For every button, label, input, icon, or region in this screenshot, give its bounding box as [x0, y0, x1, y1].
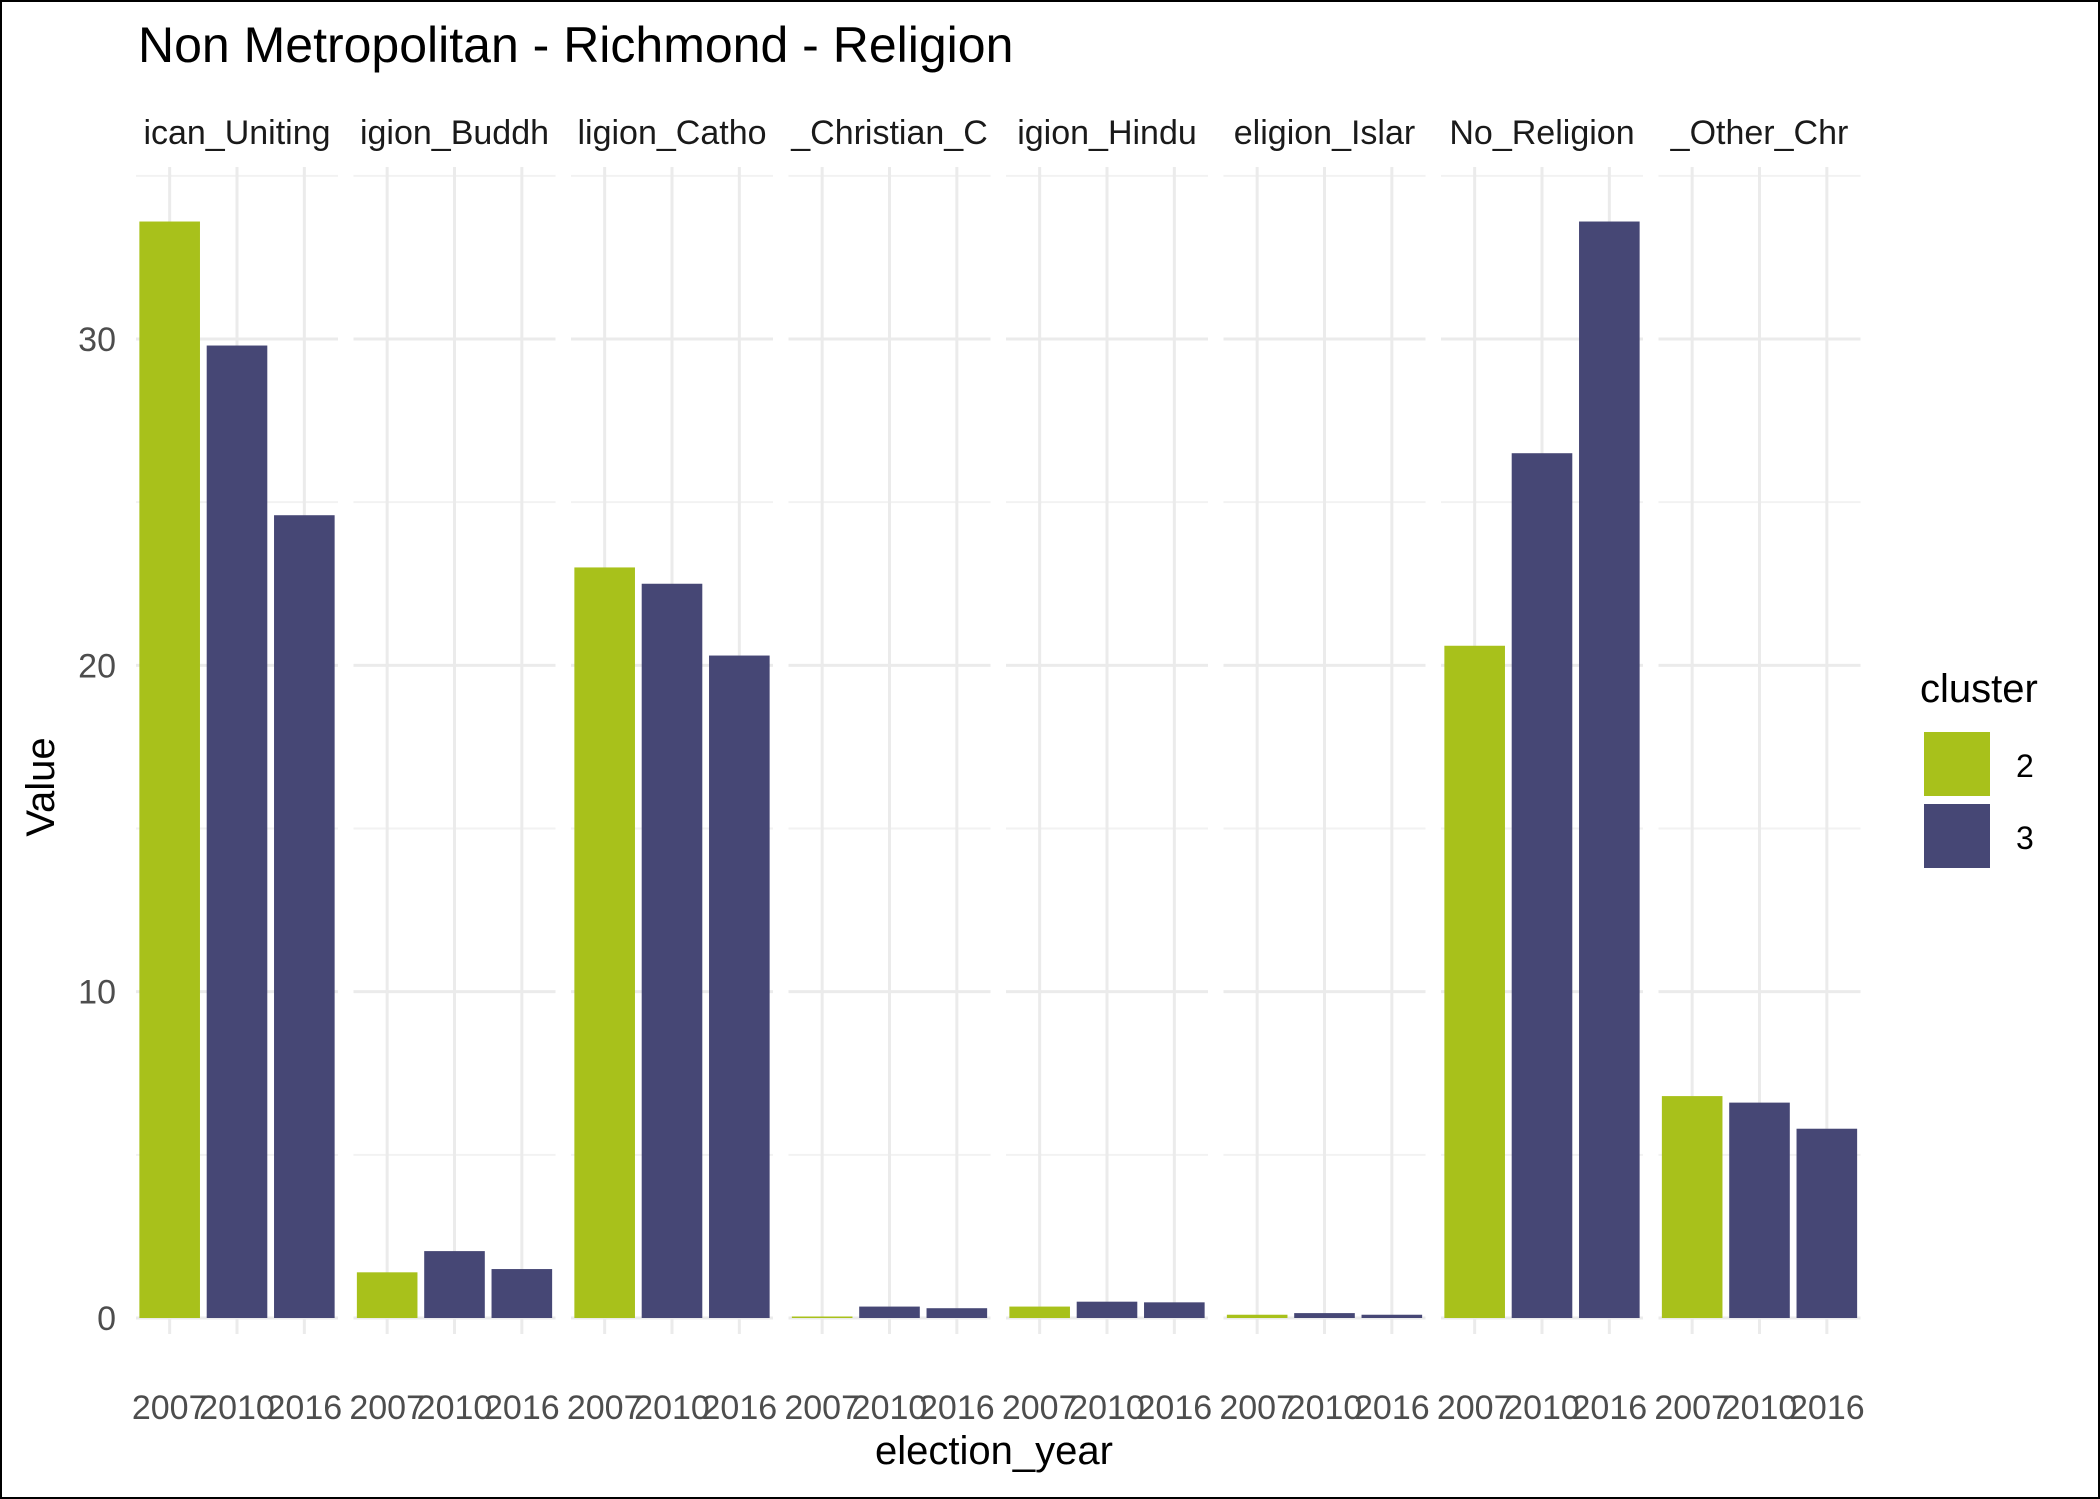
x-tick-label: 2010	[1722, 1389, 1798, 1427]
bar	[859, 1307, 920, 1318]
bar	[424, 1251, 485, 1318]
bar	[1009, 1307, 1070, 1318]
bar	[274, 515, 335, 1318]
bar	[1444, 646, 1505, 1318]
x-tick-label: 2010	[634, 1389, 710, 1427]
legend-label-cluster-2: 2	[2016, 748, 2034, 784]
bar	[1077, 1302, 1138, 1318]
bar	[1729, 1103, 1790, 1318]
x-tick-label: 2010	[417, 1389, 493, 1427]
x-tick-label: 2007	[1002, 1389, 1078, 1427]
y-tick-label: 10	[78, 974, 116, 1012]
y-axis-title: Value	[19, 737, 63, 836]
x-tick-label: 2010	[1069, 1389, 1145, 1427]
bar	[1144, 1302, 1205, 1318]
bar	[207, 346, 268, 1318]
x-tick-label: 2016	[1137, 1389, 1213, 1427]
chart-title: Non Metropolitan - Richmond - Religion	[138, 17, 1013, 73]
facet-strip-label: eligion_Islar	[1234, 114, 1415, 152]
x-tick-label: 2007	[1654, 1389, 1730, 1427]
facet-strip-label: _Christian_C	[790, 114, 988, 152]
facet-strip-label: No_Religion	[1449, 114, 1634, 152]
bar	[357, 1272, 418, 1318]
bar	[1227, 1315, 1288, 1318]
x-tick-label: 2016	[1354, 1389, 1430, 1427]
x-tick-label: 2007	[784, 1389, 860, 1427]
legend: cluster 2 3	[1920, 667, 2038, 868]
bar	[1294, 1313, 1355, 1318]
x-tick-label: 2010	[1287, 1389, 1363, 1427]
x-tick-label: 2007	[349, 1389, 425, 1427]
facet-strip-label: ican_Uniting	[143, 114, 330, 152]
legend-key-cluster-3	[1924, 804, 1990, 868]
bar	[1662, 1096, 1723, 1318]
bar	[709, 656, 770, 1318]
y-tick-label: 20	[78, 647, 116, 685]
bar	[1797, 1129, 1858, 1318]
x-tick-label: 2007	[567, 1389, 643, 1427]
x-tick-label: 2010	[199, 1389, 275, 1427]
x-tick-label: 2007	[132, 1389, 208, 1427]
bar	[792, 1317, 853, 1319]
y-tick-label: 0	[97, 1300, 116, 1338]
x-tick-label: 2016	[484, 1389, 560, 1427]
x-tick-label: 2016	[919, 1389, 995, 1427]
x-tick-label: 2016	[267, 1389, 343, 1427]
y-axis: 0 10 20 30	[78, 321, 116, 1338]
facet-strip-label: igion_Buddh	[360, 114, 549, 152]
x-tick-label: 2007	[1437, 1389, 1513, 1427]
bar	[139, 222, 200, 1318]
x-axis-title: election_year	[875, 1429, 1113, 1473]
bar	[642, 584, 703, 1318]
bar	[1579, 222, 1640, 1318]
facet-panels: ican_Uniting200720102016igion_Buddh20072…	[132, 114, 1865, 1427]
facet-strip-label: _Other_Chr	[1670, 114, 1849, 152]
x-tick-label: 2010	[1504, 1389, 1580, 1427]
x-tick-label: 2016	[702, 1389, 778, 1427]
legend-key-cluster-2	[1924, 732, 1990, 796]
bar	[1512, 453, 1573, 1318]
bar	[492, 1269, 553, 1318]
bar	[927, 1308, 988, 1318]
x-tick-label: 2010	[852, 1389, 928, 1427]
legend-title: cluster	[1920, 667, 2038, 711]
bar	[574, 567, 635, 1318]
x-tick-label: 2007	[1219, 1389, 1295, 1427]
y-tick-label: 30	[78, 321, 116, 359]
x-tick-label: 2016	[1572, 1389, 1648, 1427]
facet-strip-label: igion_Hindu	[1017, 114, 1197, 152]
x-tick-label: 2016	[1789, 1389, 1865, 1427]
bar	[1362, 1315, 1423, 1318]
legend-label-cluster-3: 3	[2016, 820, 2034, 856]
facet-strip-label: ligion_Catho	[577, 114, 766, 152]
